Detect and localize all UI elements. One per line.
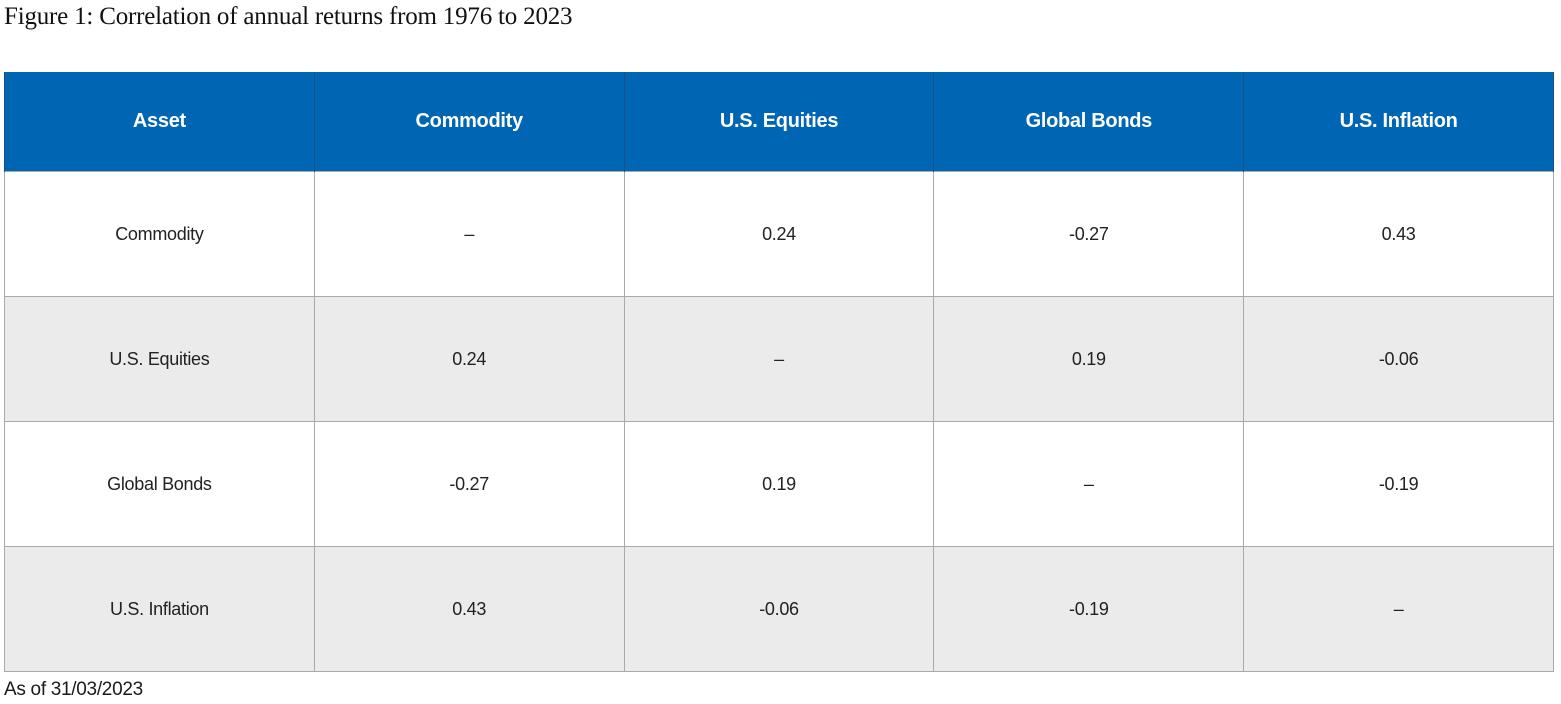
table-cell: 0.43 [1243, 171, 1554, 297]
row-label: U.S. Inflation [4, 546, 315, 672]
column-header-commodity: Commodity [313, 72, 625, 172]
column-header-asset: Asset [4, 72, 315, 172]
figure-title: Figure 1: Correlation of annual returns … [4, 3, 573, 30]
table-row: Commodity – 0.24 -0.27 0.43 [4, 171, 1554, 297]
table-cell: 0.19 [933, 296, 1245, 422]
column-header-us-inflation: U.S. Inflation [1243, 72, 1554, 172]
table-header: Asset Commodity U.S. Equities Global Bon… [4, 72, 1554, 172]
table-cell: – [623, 296, 935, 422]
table-cell: -0.19 [933, 546, 1245, 672]
table-cell: -0.06 [623, 546, 935, 672]
column-header-us-equities: U.S. Equities [623, 72, 935, 172]
table-cell: 0.24 [313, 296, 625, 422]
table-row: Global Bonds -0.27 0.19 – -0.19 [4, 421, 1554, 547]
table-cell: 0.24 [623, 171, 935, 297]
table-cell: -0.06 [1243, 296, 1554, 422]
table-cell: – [313, 171, 625, 297]
table-row: U.S. Inflation 0.43 -0.06 -0.19 – [4, 546, 1554, 672]
table-row: U.S. Equities 0.24 – 0.19 -0.06 [4, 296, 1554, 422]
table-cell: 0.43 [313, 546, 625, 672]
row-label: U.S. Equities [4, 296, 315, 422]
header-row: Asset Commodity U.S. Equities Global Bon… [4, 72, 1554, 172]
as-of-footnote: As of 31/03/2023 [4, 679, 143, 700]
table-cell: – [1243, 546, 1554, 672]
table-cell: -0.27 [313, 421, 625, 547]
correlation-table: Asset Commodity U.S. Equities Global Bon… [4, 72, 1554, 672]
table-body: Commodity – 0.24 -0.27 0.43 U.S. Equitie… [4, 171, 1554, 672]
table-cell: – [933, 421, 1245, 547]
row-label: Commodity [4, 171, 315, 297]
table-cell: -0.27 [933, 171, 1245, 297]
table-cell: 0.19 [623, 421, 935, 547]
column-header-global-bonds: Global Bonds [933, 72, 1245, 172]
row-label: Global Bonds [4, 421, 315, 547]
table-cell: -0.19 [1243, 421, 1554, 547]
